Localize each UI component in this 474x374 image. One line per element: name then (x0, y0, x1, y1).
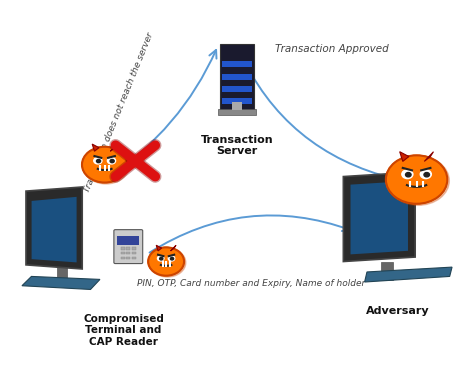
Text: PIN, OTP, Card number and Expiry, Name of holder: PIN, OTP, Card number and Expiry, Name o… (137, 279, 365, 288)
FancyBboxPatch shape (121, 257, 125, 259)
Circle shape (387, 156, 449, 205)
Bar (222, 98, 252, 104)
Circle shape (94, 157, 102, 164)
Polygon shape (156, 245, 162, 251)
FancyBboxPatch shape (127, 257, 130, 259)
Circle shape (110, 159, 114, 163)
Polygon shape (343, 172, 415, 261)
Circle shape (83, 147, 129, 184)
FancyBboxPatch shape (127, 252, 130, 254)
Circle shape (160, 257, 163, 260)
Polygon shape (350, 181, 408, 254)
Text: Transaction does not reach the server: Transaction does not reach the server (82, 31, 155, 194)
Polygon shape (365, 267, 452, 282)
Polygon shape (22, 276, 100, 289)
FancyBboxPatch shape (132, 247, 136, 249)
Circle shape (108, 157, 116, 164)
Bar (222, 86, 252, 92)
Polygon shape (32, 197, 77, 263)
Circle shape (402, 170, 413, 178)
FancyBboxPatch shape (132, 257, 136, 259)
Polygon shape (400, 152, 409, 162)
Bar (57, 267, 67, 286)
Polygon shape (171, 245, 176, 251)
Bar (381, 261, 393, 280)
FancyBboxPatch shape (121, 247, 125, 249)
Circle shape (157, 256, 164, 261)
FancyBboxPatch shape (117, 236, 139, 245)
FancyBboxPatch shape (232, 102, 242, 110)
Circle shape (406, 172, 411, 177)
Polygon shape (424, 152, 434, 162)
Circle shape (168, 256, 175, 261)
Circle shape (82, 147, 128, 183)
Polygon shape (92, 144, 99, 151)
Circle shape (171, 257, 173, 260)
Bar (222, 61, 252, 67)
FancyBboxPatch shape (218, 109, 256, 116)
FancyBboxPatch shape (132, 252, 136, 254)
Text: Transaction
Server: Transaction Server (201, 135, 273, 156)
FancyBboxPatch shape (127, 247, 130, 249)
Text: Transaction Approved: Transaction Approved (274, 44, 388, 54)
Bar (222, 74, 252, 80)
Circle shape (149, 248, 186, 277)
Circle shape (420, 170, 431, 178)
FancyBboxPatch shape (219, 44, 255, 113)
Polygon shape (26, 187, 82, 269)
Circle shape (424, 172, 429, 177)
Polygon shape (110, 144, 117, 151)
Circle shape (148, 247, 184, 276)
Text: Compromised
Terminal and
CAP Reader: Compromised Terminal and CAP Reader (83, 314, 164, 347)
Text: Adversary: Adversary (366, 306, 429, 316)
Circle shape (97, 159, 100, 163)
FancyBboxPatch shape (121, 252, 125, 254)
Circle shape (386, 155, 447, 204)
FancyBboxPatch shape (114, 230, 143, 264)
